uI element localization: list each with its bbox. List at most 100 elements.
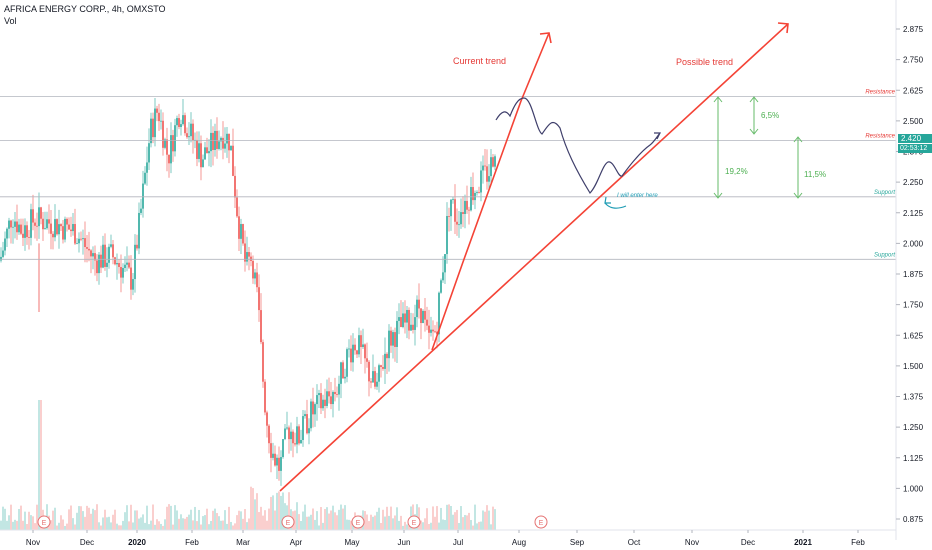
candle-body — [232, 145, 234, 176]
volume-bar — [434, 516, 436, 530]
volume-bar — [146, 505, 148, 530]
candle-body — [164, 139, 166, 148]
candle-body — [92, 253, 94, 257]
volume-bar — [408, 525, 410, 530]
candle-body — [406, 309, 408, 323]
volume-bar — [40, 400, 42, 530]
candle-body — [376, 381, 378, 387]
candle-body — [100, 254, 102, 268]
candle-body — [2, 250, 4, 257]
volume-bar — [58, 522, 60, 530]
volume-bar — [350, 520, 352, 530]
volume-bar — [260, 506, 262, 530]
time-tick-label: Apr — [290, 538, 303, 547]
earnings-marker[interactable] — [534, 515, 548, 529]
price-tick-label: 1.625 — [903, 331, 924, 340]
candle-body — [276, 457, 278, 466]
candle-body — [116, 263, 118, 265]
volume-bar — [486, 505, 488, 530]
entry-arrow-head — [604, 196, 611, 204]
volume-bar — [66, 523, 68, 530]
candle-body — [126, 262, 128, 265]
candle-body — [176, 118, 178, 126]
candle-body — [248, 252, 250, 257]
candle-body — [178, 118, 180, 128]
price-tick-label: 1.250 — [903, 423, 924, 432]
measure-6-5[interactable] — [749, 96, 759, 135]
candle-body — [148, 143, 150, 163]
earnings-marker[interactable] — [407, 515, 421, 529]
volume-bar — [200, 524, 202, 530]
volume-bar — [280, 495, 282, 530]
volume-bar — [72, 518, 74, 530]
candle-body — [256, 272, 258, 288]
projected-path-arrow-head — [654, 132, 661, 140]
candle-body — [250, 256, 252, 261]
volume-bar — [334, 512, 336, 530]
volume-bar — [304, 504, 306, 530]
price-tick-label: 1.125 — [903, 454, 924, 463]
volume-bar — [214, 508, 216, 530]
volume-bar — [460, 506, 462, 530]
candle-body — [16, 221, 18, 233]
candle-body — [222, 137, 224, 149]
candle-body — [48, 219, 50, 224]
possible-trend-line[interactable] — [279, 23, 789, 492]
price-axis[interactable]: 2.8752.7502.6252.5002.3752.2502.1252.000… — [895, 0, 924, 540]
candle-body — [154, 108, 156, 138]
candle-body — [186, 133, 188, 138]
candle-body — [0, 256, 2, 261]
candle-body — [82, 238, 84, 240]
volume-bar — [222, 520, 224, 530]
pct-6-5-label: 6,5% — [761, 111, 779, 120]
candle-body — [28, 237, 30, 238]
time-axis[interactable]: Nov Dec 2020 Feb Mar Apr May Jun Jul Aug Sep Oct Nov… — [0, 529, 896, 547]
volume-bar — [16, 520, 18, 530]
candle-body — [212, 132, 214, 150]
volume-bar — [230, 521, 232, 530]
current-trend-line[interactable] — [431, 32, 550, 351]
candle-body — [228, 133, 230, 151]
volume-bar — [420, 520, 422, 530]
volume-bar — [196, 521, 198, 530]
candle-body — [150, 118, 152, 144]
candle-body — [242, 224, 244, 244]
candle-body — [80, 238, 82, 240]
earnings-marker[interactable] — [281, 515, 295, 529]
volume-bar — [264, 510, 266, 530]
volume-bar — [448, 504, 450, 530]
volume-bar — [246, 522, 248, 530]
candle-body — [332, 391, 334, 405]
candle-body — [44, 228, 46, 230]
volume-bar — [468, 512, 470, 530]
measure-11-5[interactable] — [793, 136, 803, 199]
current-trend-label: Current trend — [453, 56, 506, 66]
volume-bar — [136, 510, 138, 530]
volume-bar — [272, 495, 274, 530]
candle-body — [258, 287, 260, 311]
volume-bar — [262, 515, 264, 530]
earnings-marker[interactable] — [37, 515, 51, 529]
volume-bar — [320, 507, 322, 530]
volume-bar — [158, 521, 160, 530]
candle-body — [230, 145, 232, 151]
volume-bar — [36, 504, 38, 530]
countdown-label: 02:53:12 — [898, 144, 932, 153]
candle-body — [152, 118, 154, 138]
volume-bar — [274, 510, 276, 530]
volume-bar — [310, 514, 312, 530]
projected-path[interactable] — [495, 97, 661, 194]
candle-body — [374, 371, 376, 387]
price-tick-label: 1.750 — [903, 301, 924, 310]
volume-bar — [178, 518, 180, 530]
last-price-label: 2.420 — [898, 134, 932, 143]
volume-bar — [0, 520, 2, 530]
earnings-marker[interactable] — [351, 515, 365, 529]
measure-19-2[interactable] — [713, 96, 723, 199]
candle-body — [466, 200, 468, 210]
candle-body — [138, 212, 140, 249]
measure-arrow-down — [749, 128, 759, 135]
candle-body — [314, 404, 316, 415]
